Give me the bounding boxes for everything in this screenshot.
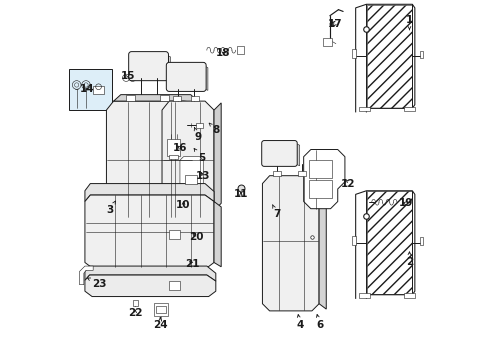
Bar bbox=[237, 46, 244, 54]
Polygon shape bbox=[366, 5, 411, 108]
Bar bbox=[160, 95, 169, 101]
Bar bbox=[93, 86, 104, 94]
Text: 9: 9 bbox=[194, 128, 201, 142]
Text: 16: 16 bbox=[172, 143, 187, 153]
Polygon shape bbox=[85, 275, 215, 297]
Text: 6: 6 bbox=[316, 315, 323, 330]
Text: 11: 11 bbox=[233, 189, 247, 199]
Bar bbox=[69, 69, 112, 110]
Polygon shape bbox=[214, 103, 221, 211]
Polygon shape bbox=[303, 149, 344, 209]
Text: 13: 13 bbox=[196, 171, 210, 181]
Text: 20: 20 bbox=[188, 232, 203, 242]
Bar bbox=[196, 123, 202, 129]
Bar bbox=[359, 293, 369, 298]
Text: 8: 8 bbox=[209, 123, 219, 135]
Polygon shape bbox=[203, 65, 207, 90]
Bar bbox=[404, 107, 414, 111]
Text: 21: 21 bbox=[185, 259, 199, 269]
Bar bbox=[419, 51, 422, 58]
Text: 7: 7 bbox=[272, 205, 280, 219]
Bar bbox=[169, 155, 178, 159]
Text: 1: 1 bbox=[405, 15, 412, 30]
Polygon shape bbox=[106, 101, 192, 218]
Text: 12: 12 bbox=[341, 179, 355, 189]
Polygon shape bbox=[262, 176, 319, 311]
Text: 3: 3 bbox=[106, 201, 115, 216]
Text: 4: 4 bbox=[296, 315, 303, 330]
Bar bbox=[126, 95, 135, 101]
Polygon shape bbox=[192, 103, 199, 211]
Bar bbox=[404, 293, 414, 298]
Bar bbox=[185, 175, 196, 184]
Bar bbox=[308, 160, 332, 178]
Bar bbox=[156, 306, 166, 313]
Bar bbox=[166, 139, 180, 156]
Bar bbox=[298, 171, 305, 176]
Text: 24: 24 bbox=[153, 318, 167, 330]
Bar bbox=[351, 49, 356, 58]
Text: 15: 15 bbox=[121, 71, 135, 81]
Text: 22: 22 bbox=[128, 308, 142, 318]
Polygon shape bbox=[85, 266, 215, 281]
Bar bbox=[173, 96, 181, 101]
Text: 18: 18 bbox=[215, 48, 230, 58]
Bar bbox=[359, 107, 369, 111]
Bar bbox=[351, 235, 356, 244]
Polygon shape bbox=[214, 202, 221, 267]
Bar bbox=[323, 38, 332, 45]
Bar bbox=[169, 282, 180, 291]
FancyBboxPatch shape bbox=[261, 140, 297, 166]
Polygon shape bbox=[162, 101, 214, 218]
Text: 2: 2 bbox=[405, 252, 412, 267]
FancyBboxPatch shape bbox=[166, 62, 206, 91]
Polygon shape bbox=[80, 266, 93, 285]
Bar bbox=[154, 303, 168, 316]
Polygon shape bbox=[85, 184, 214, 202]
Bar bbox=[169, 230, 180, 239]
Polygon shape bbox=[319, 184, 325, 309]
Text: 5: 5 bbox=[194, 148, 204, 163]
Bar bbox=[273, 171, 281, 176]
Polygon shape bbox=[180, 157, 203, 191]
Polygon shape bbox=[366, 192, 411, 294]
Polygon shape bbox=[85, 195, 214, 268]
Polygon shape bbox=[113, 95, 199, 103]
Text: 14: 14 bbox=[80, 84, 95, 94]
Text: 23: 23 bbox=[87, 278, 106, 289]
Bar bbox=[308, 180, 332, 198]
Bar bbox=[419, 237, 422, 244]
Polygon shape bbox=[165, 54, 170, 80]
FancyBboxPatch shape bbox=[128, 51, 168, 81]
Polygon shape bbox=[294, 143, 299, 166]
Bar bbox=[191, 96, 199, 101]
Bar bbox=[132, 300, 137, 306]
Text: 17: 17 bbox=[327, 19, 342, 29]
Text: 19: 19 bbox=[398, 198, 412, 208]
Text: 10: 10 bbox=[176, 200, 190, 210]
